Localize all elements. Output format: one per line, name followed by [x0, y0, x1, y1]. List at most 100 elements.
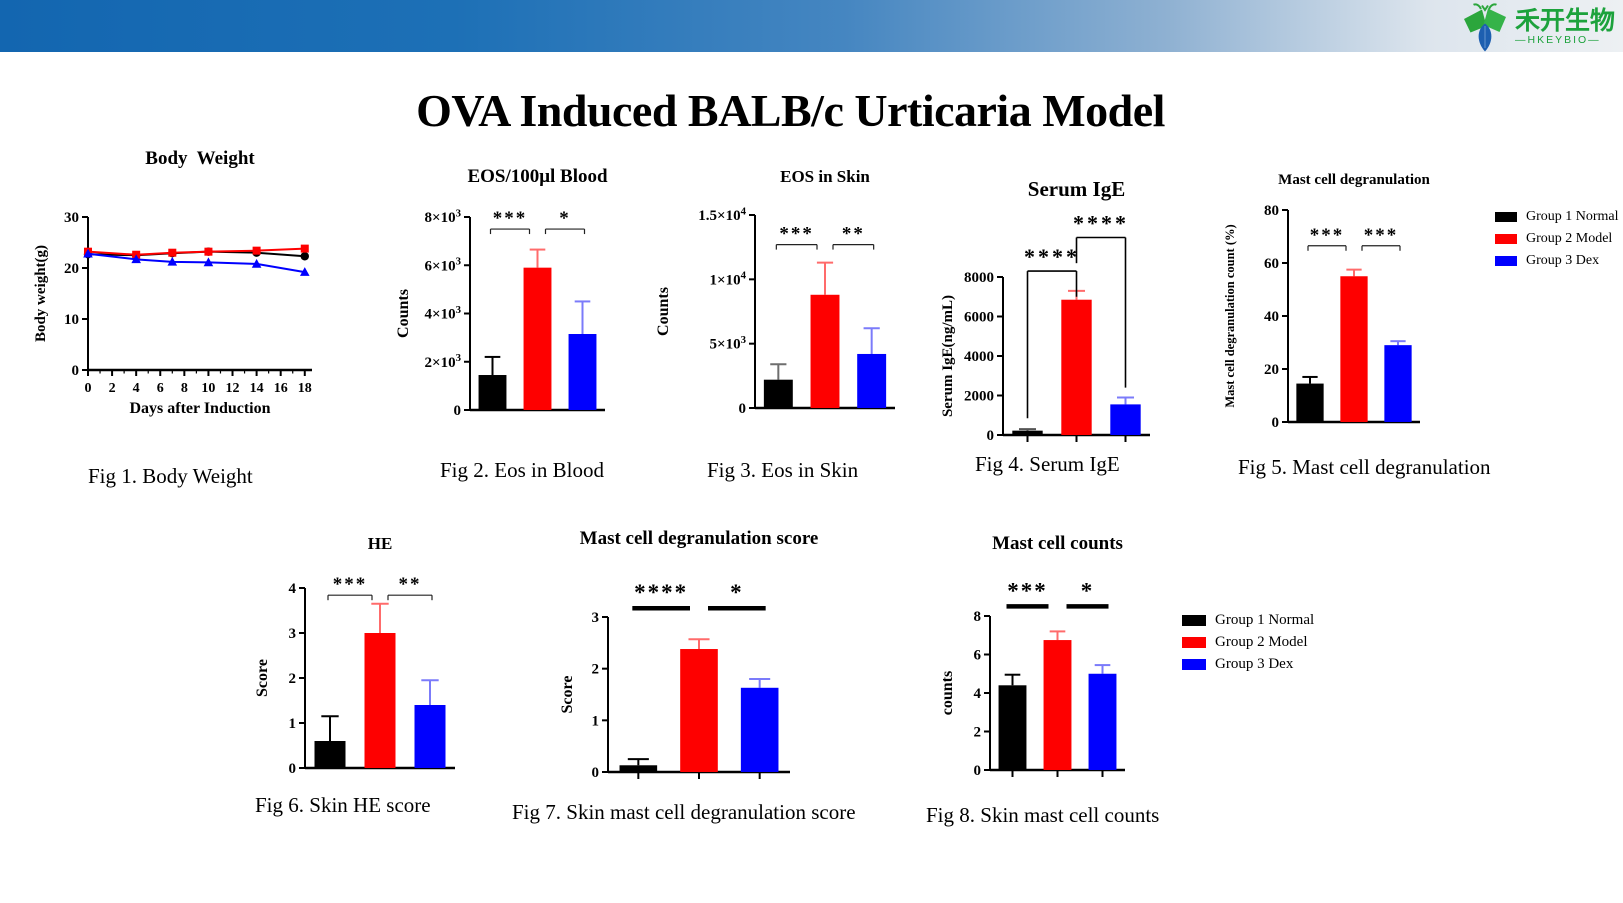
- bar-chart-svg: Serum IgE 0 2000 4000 6000 8000 Serum IgE(ng/m…: [940, 177, 1150, 444]
- bar-1: [364, 633, 396, 768]
- marker-square: [252, 246, 261, 255]
- y-tick-label: 0: [987, 428, 995, 444]
- legend-label: Group 3 Dex: [1215, 656, 1294, 672]
- x-tick-label: 6: [157, 381, 164, 396]
- legend-swatch-icon: [1182, 615, 1206, 626]
- bar-chart-svg: EOS/100μl Blood 0 2×103 4×103 6×103 8×103 Coun…: [395, 166, 608, 419]
- bar-0: [998, 685, 1027, 770]
- x-axis-label: Days after Induction: [129, 400, 270, 417]
- legend-swatch-icon: [1182, 659, 1206, 670]
- x-tick-label: 12: [226, 381, 240, 396]
- y-tick-label: 6×103: [425, 256, 462, 275]
- significance-label: *: [1081, 578, 1095, 603]
- legend-swatch-icon: [1495, 233, 1517, 244]
- fig5-mast-degranulation-chart: Mast cell degranulation 0 20 40 60 80 Mast cel…: [1218, 160, 1446, 432]
- legend-swatch-icon: [1182, 637, 1206, 648]
- bar-0: [763, 379, 793, 408]
- y-axis-label: Mast cell degranulation count (%): [1223, 224, 1237, 407]
- chart-title: EOS/100μl Blood: [467, 166, 608, 187]
- legend-swatch-icon: [1495, 255, 1517, 266]
- fig7-caption: Fig 7. Skin mast cell degranulation scor…: [512, 800, 856, 824]
- significance-label: ***: [1364, 225, 1399, 246]
- significance-label: ***: [493, 208, 528, 229]
- y-tick-label: 4×103: [425, 304, 462, 323]
- page-title: OVA Induced BALB/c Urticaria Model: [416, 85, 1165, 136]
- y-tick-label: 0: [974, 763, 982, 779]
- fig8-caption: Fig 8. Skin mast cell counts: [926, 803, 1160, 827]
- marker-square: [300, 244, 309, 253]
- legend-item: Group 3 Dex: [1182, 656, 1314, 673]
- marker-triangle: [83, 248, 93, 258]
- series-line: [87, 252, 305, 274]
- y-axis-label: counts: [939, 671, 956, 715]
- y-tick-label: 0: [72, 363, 80, 379]
- fig8-mast-counts-chart: Mast cell counts 0 2 4 6 8 counts *** *: [930, 525, 1165, 797]
- bar-2: [414, 705, 446, 768]
- y-axis-label: Body weight(g): [33, 245, 49, 342]
- y-tick-label: 5×103: [710, 334, 747, 353]
- y-tick-label: 10: [64, 312, 79, 328]
- line-chart-svg: Body Weight 0 10 20 30 Body weight(g) 0 2 4 6 8 10 1…: [33, 148, 312, 417]
- bar-0: [478, 375, 507, 410]
- y-tick-label: 20: [1264, 362, 1279, 378]
- marker-triangle: [299, 267, 310, 276]
- chart-title: Serum IgE: [1028, 177, 1125, 201]
- chart-title: Mast cell degranulation: [1278, 172, 1430, 188]
- significance-label: *: [559, 208, 571, 229]
- fig6-caption: Fig 6. Skin HE score: [255, 793, 431, 817]
- chart-title: Mast cell degranulation score: [580, 528, 819, 549]
- x-tick-label: 14: [250, 381, 264, 396]
- y-tick-label: 40: [1264, 309, 1279, 325]
- y-tick-label: 0: [454, 403, 462, 419]
- y-tick-label: 2: [974, 725, 982, 741]
- legend-groups-top: Group 1 Normal Group 2 Model Group 3 Dex: [1495, 208, 1619, 269]
- marker-triangle: [167, 256, 178, 266]
- fig7-degranulation-score-chart: Mast cell degranulation score 0 1 2 3 Score **…: [548, 520, 848, 802]
- significance-label: **: [842, 224, 865, 245]
- bar-2: [1384, 345, 1412, 422]
- y-tick-label: 1: [289, 716, 297, 732]
- x-tick-label: 10: [201, 381, 215, 396]
- chart-title: EOS in Skin: [780, 167, 870, 186]
- fig3-eos-skin-chart: EOS in Skin 0 5×103 1×104 1.5×104 Counts *** **: [652, 158, 924, 420]
- marker-circle: [300, 252, 309, 261]
- y-tick-label: 1.5×104: [698, 205, 746, 224]
- y-tick-label: 1×104: [710, 270, 747, 289]
- x-tick-label: 2: [109, 381, 116, 396]
- brand-logo: 禾开生物 —HKEYBIO—: [1462, 2, 1615, 52]
- legend-label: Group 3 Dex: [1526, 252, 1600, 268]
- brand-text: 禾开生物 —HKEYBIO—: [1515, 8, 1615, 46]
- brand-name-en: —HKEYBIO—: [1514, 34, 1601, 46]
- fig4-serum-ige-chart: Serum IgE 0 2000 4000 6000 8000 Serum IgE(ng/m…: [938, 172, 1200, 444]
- y-tick-label: 4: [289, 581, 297, 597]
- marker-triangle: [203, 257, 214, 267]
- y-tick-label: 2×103: [425, 352, 462, 371]
- bar-1: [810, 294, 840, 408]
- x-tick-label: 8: [181, 381, 188, 396]
- significance-label: ***: [1310, 225, 1345, 246]
- y-tick-label: 6000: [964, 310, 994, 326]
- bar-0: [619, 765, 658, 772]
- y-tick-label: 60: [1264, 256, 1279, 272]
- significance-label: ***: [779, 224, 814, 245]
- y-tick-label: 8: [974, 609, 982, 625]
- y-tick-label: 4: [974, 686, 982, 702]
- x-tick-label: 18: [298, 381, 312, 396]
- x-tick-label: 0: [85, 381, 92, 396]
- bar-2: [1088, 673, 1117, 770]
- y-tick-label: 6: [974, 648, 982, 664]
- y-axis-label: Counts: [395, 289, 412, 338]
- fig1-body-weight-chart: Body Weight 0 10 20 30 Body weight(g) 0 2 4 6 8 10 1…: [25, 140, 337, 432]
- header-bar: [0, 0, 1623, 52]
- marker-square: [204, 247, 213, 256]
- y-axis-label: Serum IgE(ng/mL): [940, 295, 956, 417]
- bar-1: [680, 649, 718, 772]
- y-tick-label: 20: [64, 261, 79, 277]
- y-tick-label: 8000: [964, 270, 994, 286]
- y-tick-label: 0: [289, 761, 297, 777]
- y-tick-label: 4000: [964, 349, 994, 365]
- y-tick-label: 2: [592, 662, 600, 678]
- bar-1: [523, 267, 552, 410]
